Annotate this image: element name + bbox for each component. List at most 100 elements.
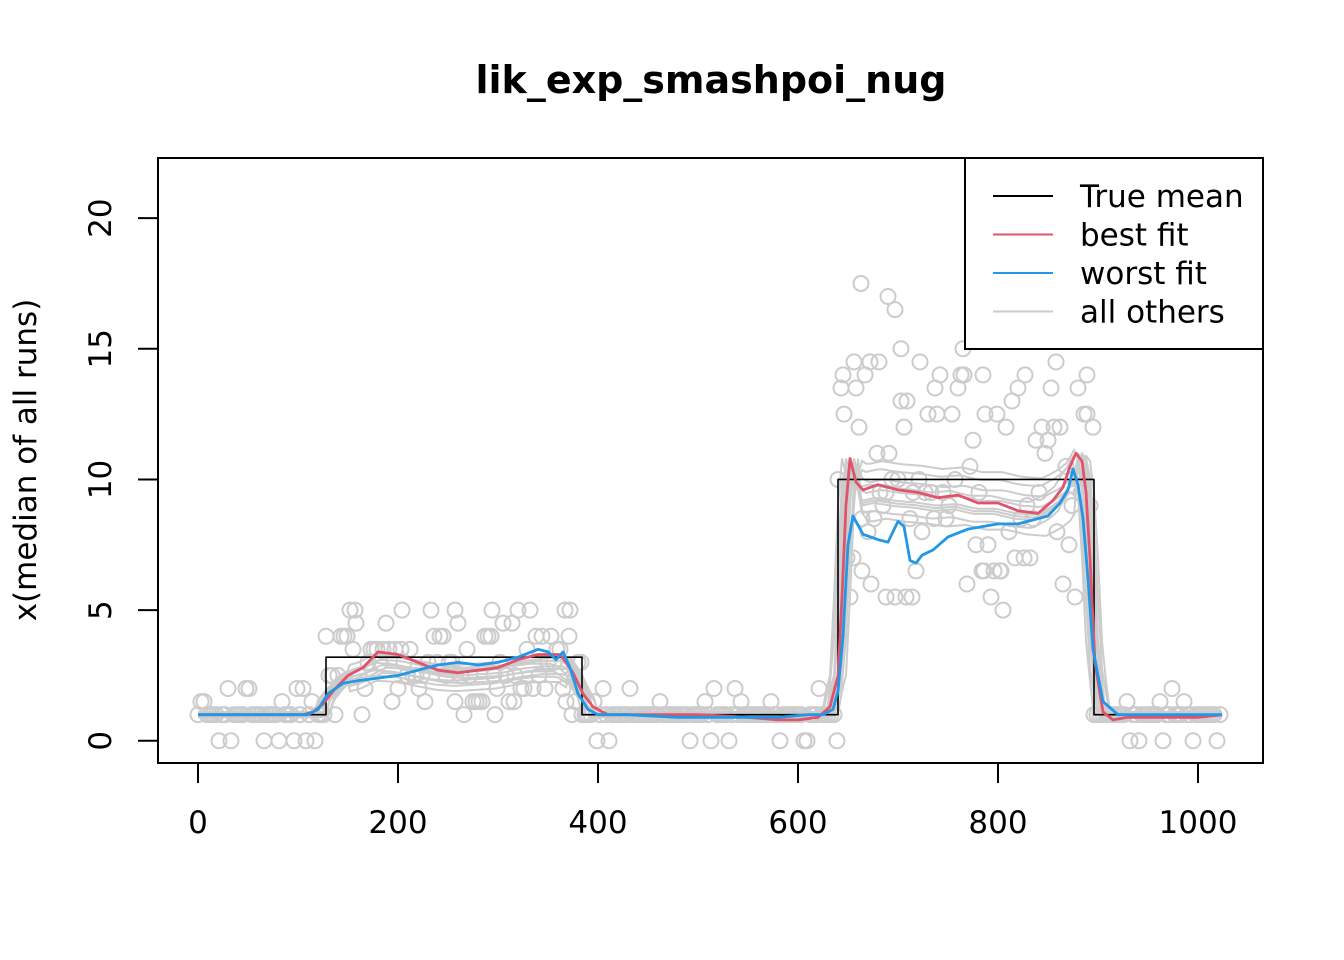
observation-point bbox=[294, 680, 312, 698]
observation-point bbox=[483, 601, 501, 619]
observation-point bbox=[903, 588, 921, 606]
observation-point bbox=[500, 693, 518, 711]
observation-point bbox=[353, 706, 371, 724]
observation-point bbox=[556, 601, 574, 619]
observation-point bbox=[847, 379, 865, 397]
observation-point bbox=[720, 732, 738, 750]
observation-point bbox=[992, 562, 1010, 580]
observation-point bbox=[1163, 680, 1181, 698]
observation-point bbox=[347, 614, 365, 632]
observation-point bbox=[879, 288, 897, 306]
observation-point bbox=[696, 693, 714, 711]
observation-point bbox=[681, 732, 699, 750]
observation-point bbox=[880, 444, 898, 462]
observation-point bbox=[1208, 732, 1226, 750]
observation-point bbox=[810, 680, 828, 698]
observation-point bbox=[449, 614, 467, 632]
y-axis: 0 5 10 15 20 bbox=[83, 198, 159, 751]
observation-point bbox=[1154, 732, 1172, 750]
observation-point bbox=[1057, 457, 1075, 475]
observation-point bbox=[1084, 418, 1102, 436]
observation-point bbox=[852, 274, 870, 292]
observation-point bbox=[705, 680, 723, 698]
observation-point bbox=[1006, 549, 1024, 567]
observation-point bbox=[1078, 366, 1096, 384]
observation-point bbox=[1069, 379, 1087, 397]
observation-point bbox=[1015, 549, 1033, 567]
observation-point bbox=[1016, 366, 1034, 384]
observation-point bbox=[979, 536, 997, 554]
observation-point bbox=[1063, 497, 1081, 515]
observation-point bbox=[1130, 732, 1148, 750]
y-tick-label: 15 bbox=[83, 329, 119, 368]
observation-point bbox=[446, 693, 464, 711]
observation-point bbox=[561, 601, 579, 619]
worst-fit-line bbox=[198, 467, 1222, 719]
observation-point bbox=[961, 457, 979, 475]
x-tick-label: 600 bbox=[768, 805, 827, 841]
observation-point bbox=[877, 588, 895, 606]
observation-point bbox=[473, 693, 491, 711]
observation-point bbox=[416, 693, 434, 711]
observation-point bbox=[377, 614, 395, 632]
observation-point bbox=[828, 732, 846, 750]
observation-point bbox=[306, 732, 324, 750]
observation-point bbox=[997, 418, 1015, 436]
observation-point bbox=[958, 575, 976, 593]
observation-point bbox=[621, 680, 639, 698]
observation-point bbox=[911, 353, 929, 371]
observation-point bbox=[401, 640, 419, 658]
observation-point bbox=[771, 732, 789, 750]
observation-point bbox=[892, 392, 910, 410]
observation-point bbox=[913, 523, 931, 541]
observation-point bbox=[482, 627, 500, 645]
other-fit-line bbox=[198, 454, 1222, 715]
observation-point bbox=[895, 418, 913, 436]
observation-point bbox=[1184, 732, 1202, 750]
x-axis: 0 200 400 600 800 1000 bbox=[188, 762, 1238, 841]
legend-label: worst fit bbox=[1080, 256, 1207, 292]
observation-point bbox=[898, 392, 916, 410]
observation-point bbox=[222, 732, 240, 750]
observation-point bbox=[1066, 588, 1084, 606]
observation-point bbox=[967, 536, 985, 554]
observation-point bbox=[346, 601, 364, 619]
observation-point bbox=[1121, 732, 1139, 750]
observation-point bbox=[862, 575, 880, 593]
x-tick-label: 400 bbox=[568, 805, 627, 841]
y-tick-label: 5 bbox=[83, 600, 119, 620]
observation-point bbox=[1009, 379, 1027, 397]
observation-point bbox=[446, 601, 464, 619]
observation-point bbox=[988, 405, 1006, 423]
x-tick-label: 800 bbox=[968, 805, 1027, 841]
observation-point bbox=[1042, 379, 1060, 397]
y-tick-label: 10 bbox=[83, 460, 119, 499]
observation-point bbox=[560, 627, 578, 645]
observation-point bbox=[1036, 444, 1054, 462]
observation-point bbox=[422, 601, 440, 619]
observation-point bbox=[1045, 418, 1063, 436]
observation-point bbox=[600, 732, 618, 750]
observation-point bbox=[255, 732, 273, 750]
legend-label: best fit bbox=[1080, 218, 1189, 254]
observation-point bbox=[434, 627, 452, 645]
observation-point bbox=[955, 366, 973, 384]
legend-label: all others bbox=[1080, 295, 1225, 331]
observation-point bbox=[976, 405, 994, 423]
observation-point bbox=[901, 510, 919, 528]
observation-point bbox=[897, 588, 915, 606]
x-tick-label: 1000 bbox=[1159, 805, 1238, 841]
observation-point bbox=[219, 680, 237, 698]
observation-point bbox=[494, 614, 512, 632]
observation-point bbox=[943, 405, 961, 423]
observation-point bbox=[455, 706, 473, 724]
observation-point bbox=[1047, 353, 1065, 371]
observation-point bbox=[458, 640, 476, 658]
observation-point bbox=[1051, 418, 1069, 436]
observation-point bbox=[850, 418, 868, 436]
observation-point bbox=[845, 353, 863, 371]
legend-label: True mean bbox=[1079, 179, 1244, 215]
observation-point bbox=[994, 601, 1012, 619]
